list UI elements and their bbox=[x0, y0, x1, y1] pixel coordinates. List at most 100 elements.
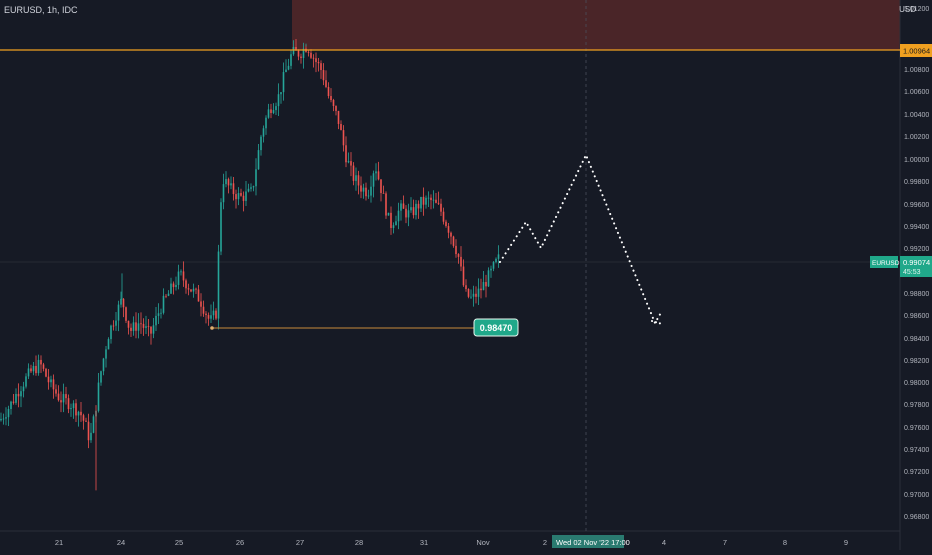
candle-body bbox=[467, 288, 470, 297]
candle-body bbox=[265, 117, 267, 129]
candle-body bbox=[452, 236, 455, 246]
candle-body bbox=[90, 432, 92, 441]
candle-body bbox=[187, 288, 190, 290]
candle-body bbox=[197, 289, 200, 302]
candle-body bbox=[250, 187, 252, 189]
candle-body bbox=[35, 365, 37, 374]
candle-body bbox=[152, 325, 155, 334]
candle-body bbox=[490, 268, 492, 271]
candle-body bbox=[180, 271, 182, 273]
candle-body bbox=[257, 150, 260, 170]
candle-body bbox=[325, 80, 327, 87]
candle-body bbox=[340, 123, 342, 131]
candle-body bbox=[100, 371, 102, 383]
candle-body bbox=[135, 322, 137, 331]
resistance-price-tag: 1.00964 bbox=[900, 44, 932, 57]
crosshair-time-label: Wed 02 Nov '22 17:00 bbox=[556, 538, 630, 547]
time-axis[interactable]: 21 24 25 26 27 28 31 Nov 2 4 7 8 9 bbox=[55, 538, 848, 547]
candle-body bbox=[217, 251, 220, 319]
candle-body bbox=[125, 307, 127, 321]
candle-body bbox=[297, 50, 300, 57]
price-tick-label: 0.98600 bbox=[904, 313, 929, 320]
resistance-price-label: 1.00964 bbox=[903, 47, 930, 56]
candle-body bbox=[162, 295, 165, 313]
candle-body bbox=[177, 271, 180, 285]
candle-body bbox=[50, 379, 52, 383]
candle-body bbox=[280, 92, 282, 95]
current-price-tag: 0.99074 45:53 bbox=[900, 256, 932, 277]
candle-body bbox=[410, 207, 412, 211]
candle-body bbox=[405, 208, 407, 218]
candle-body bbox=[387, 212, 390, 216]
candle-body bbox=[30, 368, 32, 372]
price-tick-label: 0.97400 bbox=[904, 447, 929, 454]
candle-body bbox=[332, 100, 335, 107]
candle-body bbox=[27, 368, 30, 377]
candle-body bbox=[182, 271, 185, 281]
candle-body bbox=[205, 313, 207, 316]
candle-body bbox=[137, 323, 140, 331]
candle-body bbox=[37, 359, 40, 374]
candle-body bbox=[407, 210, 410, 218]
candle-body bbox=[242, 195, 245, 201]
candle-body bbox=[272, 110, 275, 113]
candle-body bbox=[315, 58, 317, 63]
candle-body bbox=[270, 109, 272, 113]
candle-body bbox=[145, 326, 147, 328]
candle-body bbox=[97, 382, 100, 411]
candle-body bbox=[465, 285, 467, 289]
candle-body bbox=[317, 62, 320, 64]
countdown-label: 45:53 bbox=[903, 269, 921, 276]
candle-body bbox=[422, 196, 425, 205]
price-tick-label: 0.97200 bbox=[904, 469, 929, 476]
candle-body bbox=[170, 283, 172, 294]
time-tick-label: 4 bbox=[662, 538, 666, 547]
candle-body bbox=[232, 183, 235, 195]
candle-body bbox=[275, 106, 277, 111]
candle-body bbox=[472, 293, 475, 297]
price-tick-label: 0.99200 bbox=[904, 246, 929, 253]
time-tick-label: 7 bbox=[723, 538, 727, 547]
price-tick-label: 0.98400 bbox=[904, 336, 929, 343]
candle-body bbox=[372, 173, 375, 187]
price-axis[interactable]: 1.01200 1.00800 1.00600 1.00400 1.00200 1.000… bbox=[904, 6, 929, 521]
candle-body bbox=[222, 184, 225, 203]
candle-body bbox=[382, 192, 385, 194]
candle-body bbox=[335, 106, 337, 111]
candle-body bbox=[32, 365, 35, 372]
candle-body bbox=[165, 295, 167, 297]
candle-body bbox=[62, 394, 65, 403]
candle-body bbox=[175, 284, 177, 288]
candle-body bbox=[82, 415, 85, 421]
candle-body bbox=[112, 325, 115, 327]
candle-body bbox=[460, 256, 462, 267]
candle-body bbox=[105, 349, 107, 359]
resistance-zone bbox=[292, 0, 900, 50]
candle-body bbox=[255, 169, 257, 187]
candle-body bbox=[17, 393, 20, 397]
price-tick-label: 1.00200 bbox=[904, 134, 929, 141]
candle-body bbox=[390, 212, 392, 228]
candle-body bbox=[307, 51, 310, 53]
symbol-title: EURUSD, 1h, IDC bbox=[4, 5, 78, 15]
current-price-label: 0.99074 bbox=[903, 258, 930, 267]
candle-body bbox=[352, 165, 355, 181]
candle-body bbox=[70, 408, 72, 410]
candle-body bbox=[195, 288, 197, 290]
candle-body bbox=[292, 47, 295, 55]
candle-body bbox=[455, 245, 457, 255]
time-tick-label: 2 bbox=[543, 538, 547, 547]
candle-body bbox=[360, 185, 362, 192]
candle-body bbox=[277, 94, 280, 107]
candle-body bbox=[367, 195, 370, 197]
price-tick-label: 0.98800 bbox=[904, 291, 929, 298]
candle-body bbox=[320, 63, 322, 71]
candle-body bbox=[102, 358, 105, 372]
candle-body bbox=[87, 421, 90, 441]
candle-body bbox=[370, 186, 372, 196]
candle-body bbox=[117, 304, 120, 321]
candle-body bbox=[425, 197, 427, 205]
candle-body bbox=[400, 203, 402, 211]
